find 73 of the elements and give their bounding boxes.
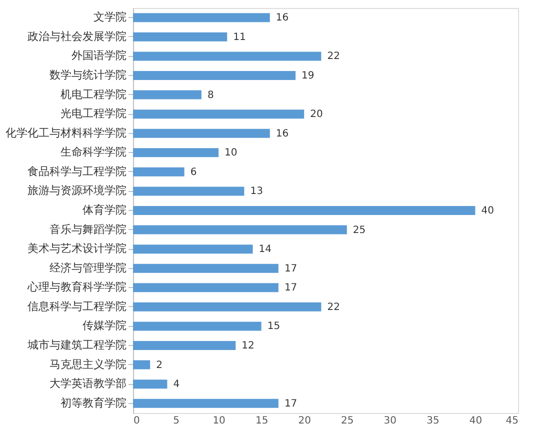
- y-tick-label: 食品科学与工程学院: [28, 164, 126, 178]
- y-tick-label: 信息科学与工程学院: [28, 300, 126, 313]
- y-tick-label: 旅游与资源环境学院: [28, 184, 126, 198]
- y-tick-label: 体育学院: [82, 204, 126, 216]
- data-label: 22: [327, 302, 340, 313]
- bar: [133, 90, 202, 100]
- bar: [133, 167, 184, 176]
- y-tick-label: 机电工程学院: [60, 88, 126, 101]
- y-tick-label: 城市与建筑工程学院: [26, 338, 126, 352]
- x-tick-label: 20: [298, 416, 311, 426]
- data-label: 20: [310, 109, 323, 120]
- data-label: 4: [173, 379, 180, 390]
- bar: [133, 398, 278, 408]
- data-label: 19: [302, 70, 314, 82]
- data-label: 2: [156, 360, 162, 371]
- data-label: 25: [352, 224, 366, 236]
- y-tick-label: 大学英语教学部: [50, 377, 126, 390]
- bar: [133, 186, 244, 196]
- y-tick-label: 音乐与舞蹈学院: [50, 222, 126, 236]
- y-tick-label: 数学与统计学院: [50, 68, 126, 82]
- x-tick-label: 40: [469, 416, 482, 426]
- y-tick-label: 初等教育学院: [60, 396, 126, 410]
- data-label: 17: [284, 398, 298, 410]
- bar: [133, 264, 278, 273]
- data-label: 13: [250, 186, 263, 198]
- bar: [133, 302, 322, 312]
- data-label: 17: [284, 282, 298, 294]
- y-tick-label: 文学院: [94, 10, 126, 24]
- data-label: 40: [481, 206, 494, 216]
- bar: [133, 110, 304, 119]
- data-label: 14: [258, 244, 272, 256]
- bar: [133, 52, 322, 61]
- bar: [133, 283, 278, 292]
- bar: [133, 71, 296, 80]
- y-tick-label: 政治与社会发展学院: [28, 30, 126, 43]
- y-tick-label: 外国语学院: [72, 49, 126, 62]
- bar: [133, 380, 168, 389]
- x-tick-label: 35: [426, 416, 440, 426]
- data-label: 11: [233, 32, 246, 43]
- y-tick-label: 马克思主义学院: [50, 358, 126, 371]
- bar: [133, 128, 270, 138]
- x-tick-label: 10: [212, 416, 226, 426]
- x-tick-label: 5: [173, 416, 180, 426]
- bar: [133, 322, 262, 331]
- x-tick-label: 45: [506, 416, 518, 426]
- data-label: 17: [284, 263, 298, 274]
- y-tick-label: 经济与管理学院: [50, 261, 126, 274]
- data-label: 8: [207, 90, 214, 101]
- y-tick-label: 心理与教育科学学院: [26, 280, 126, 294]
- data-label: 12: [242, 340, 254, 352]
- bar: [133, 360, 150, 370]
- data-label: 15: [267, 321, 280, 332]
- bar: [133, 206, 476, 215]
- y-tick-label: 生命科学学院: [60, 146, 126, 159]
- x-tick-label: 0: [134, 416, 140, 426]
- bar: [133, 13, 270, 22]
- x-tick-label: 25: [341, 416, 354, 426]
- bar: [133, 341, 236, 350]
- data-label: 6: [190, 166, 197, 178]
- bar: [133, 148, 219, 158]
- bar: [133, 244, 253, 254]
- bar: [133, 225, 347, 234]
- x-tick-label: 30: [384, 416, 397, 426]
- data-label: 16: [276, 128, 289, 140]
- y-tick-label: 化学化工与材料科学学院: [6, 126, 126, 140]
- x-tick-label: 15: [255, 416, 268, 426]
- data-label: 22: [327, 51, 340, 62]
- y-tick-label: 光电工程学院: [60, 107, 126, 120]
- y-tick-label: 美术与艺术设计学院: [28, 242, 126, 256]
- bar: [133, 32, 228, 42]
- data-label: 10: [224, 148, 238, 159]
- data-label: 16: [276, 12, 289, 24]
- y-tick-label: 传媒学院: [82, 319, 126, 332]
